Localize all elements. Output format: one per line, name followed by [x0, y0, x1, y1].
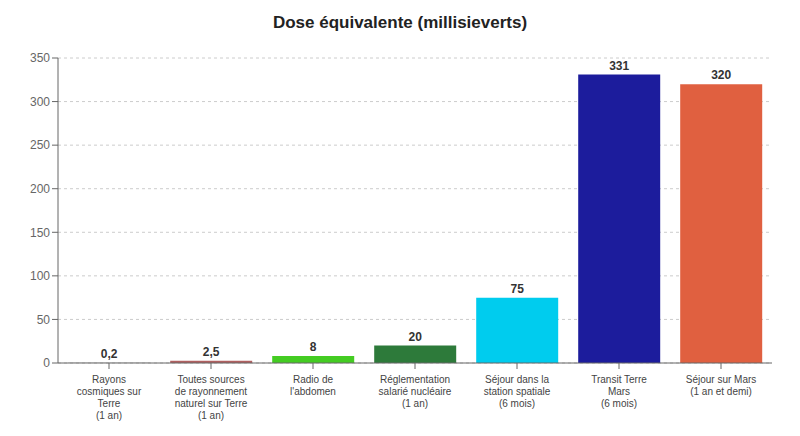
- svg-text:Séjour dans lastation spatiale: Séjour dans lastation spatiale(6 mois): [484, 374, 551, 409]
- svg-text:0,2: 0,2: [101, 347, 118, 361]
- svg-text:350: 350: [30, 51, 50, 65]
- svg-text:250: 250: [30, 138, 50, 152]
- svg-text:300: 300: [30, 95, 50, 109]
- svg-text:331: 331: [609, 59, 629, 73]
- svg-text:0: 0: [43, 356, 50, 370]
- svg-text:200: 200: [30, 182, 50, 196]
- svg-text:Réglementationsalarié nucléair: Réglementationsalarié nucléaire(1 an): [379, 374, 452, 409]
- svg-text:Radio del'abdomen: Radio del'abdomen: [290, 374, 336, 397]
- svg-text:2,5: 2,5: [203, 345, 220, 359]
- svg-text:Séjour sur Mars(1 an et demi): Séjour sur Mars(1 an et demi): [686, 374, 757, 397]
- svg-text:320: 320: [711, 68, 731, 82]
- svg-text:Toutes sourcesde rayonnementna: Toutes sourcesde rayonnementnaturel sur …: [175, 374, 248, 421]
- svg-text:Transit TerreMars(6 mois): Transit TerreMars(6 mois): [591, 374, 647, 409]
- svg-text:8: 8: [310, 340, 317, 354]
- html-text:Dose équivalente (millisievert: Dose équivalente (millisieverts): [272, 13, 528, 32]
- svg-text:50: 50: [37, 313, 51, 327]
- svg-text:75: 75: [511, 282, 525, 296]
- svg-text:20: 20: [409, 330, 423, 344]
- svg-text:100: 100: [30, 269, 50, 283]
- svg-text:Rayonscosmiques surTerre(1 an): Rayonscosmiques surTerre(1 an): [77, 374, 142, 421]
- svg-text:150: 150: [30, 226, 50, 240]
